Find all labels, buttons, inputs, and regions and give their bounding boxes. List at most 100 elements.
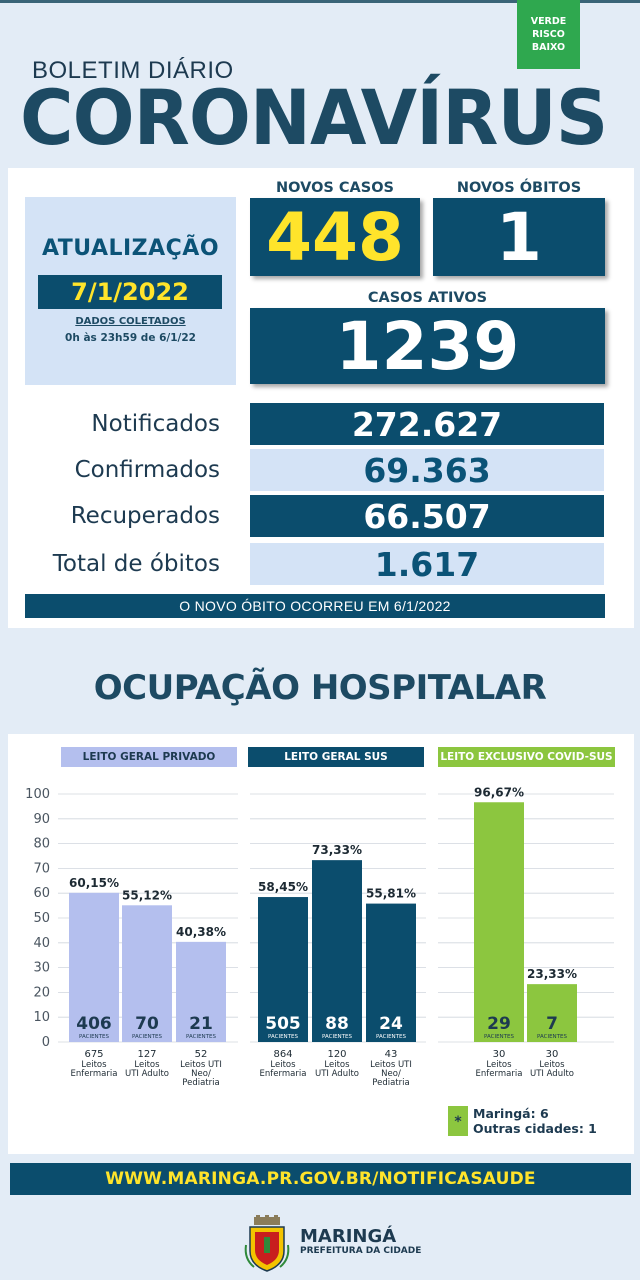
patients-count: 7: [546, 1014, 558, 1034]
occupancy-bar: [176, 941, 226, 1042]
occupancy-bar: [312, 860, 362, 1042]
percent-label: 58,45%: [258, 880, 308, 894]
bed-type-label: Neo/: [191, 1069, 211, 1079]
bed-type-label: UTI Adulto: [125, 1069, 169, 1079]
stat-value-total-deaths: 1.617: [250, 543, 604, 585]
group-header-private: LEITO GERAL PRIVADO: [61, 747, 237, 767]
bed-type-label: Leitos: [81, 1060, 107, 1070]
y-tick-label: 70: [33, 861, 50, 876]
group-header-covid-sus: LEITO EXCLUSIVO COVID-SUS: [438, 747, 615, 767]
bed-type-label: Leitos: [134, 1060, 160, 1070]
patients-count: 29: [487, 1014, 511, 1034]
stat-value-recovered: 66.507: [250, 495, 604, 537]
new-deaths-value: 1: [496, 198, 542, 276]
y-tick-label: 100: [25, 787, 50, 802]
bed-type-label: Enfermaria: [476, 1069, 523, 1079]
patients-label: PACIENTES: [268, 1034, 299, 1040]
legend-text: Maringá: 6 Outras cidades: 1: [473, 1106, 597, 1136]
stat-label-confirmed: Confirmados: [74, 457, 220, 483]
top-border: [0, 0, 640, 3]
occupancy-chart: 100908070605040302010060,15%406PACIENTES…: [25, 785, 614, 1088]
patients-label: PACIENTES: [537, 1034, 568, 1040]
percent-label: 55,81%: [366, 887, 416, 901]
risk-badge-line2: RISCO: [532, 29, 565, 40]
new-deaths-box: 1: [433, 198, 605, 276]
collected-range: 0h às 23h59 de 6/1/22: [65, 332, 196, 344]
bed-type-label: Leitos UTI: [180, 1060, 222, 1070]
percent-label: 60,15%: [69, 876, 119, 890]
bed-type-label: Leitos: [270, 1060, 296, 1070]
bed-count: 43: [385, 1049, 398, 1060]
patients-count: 505: [265, 1014, 301, 1034]
bed-count: 120: [327, 1049, 346, 1060]
collected-label: DADOS COLETADOS: [75, 316, 186, 327]
occupancy-bar: [122, 905, 172, 1042]
bed-count: 30: [493, 1049, 506, 1060]
bed-type-label: UTI Adulto: [315, 1069, 359, 1079]
y-tick-label: 0: [42, 1035, 50, 1050]
percent-label: 23,33%: [527, 967, 577, 981]
occupancy-bar: [258, 897, 308, 1042]
bed-type-label: Pediatria: [182, 1078, 219, 1088]
page-title: CORONAVÍRUS: [20, 73, 608, 162]
risk-badge-line1: VERDE: [530, 16, 567, 27]
percent-label: 96,67%: [474, 785, 524, 799]
patients-count: 70: [135, 1014, 159, 1034]
risk-badge: VERDE RISCO BAIXO: [517, 0, 580, 69]
city-coat-of-arms-icon: [244, 1215, 290, 1272]
y-tick-label: 80: [33, 837, 50, 852]
stat-label-recovered: Recuperados: [70, 503, 220, 529]
risk-badge-line3: BAIXO: [531, 42, 566, 53]
patients-count: 21: [189, 1014, 213, 1034]
y-tick-label: 90: [33, 812, 50, 827]
hospital-title: OCUPAÇÃO HOSPITALAR: [93, 668, 547, 708]
city-hall-label: PREFEITURA DA CIDADE: [300, 1246, 422, 1256]
y-tick-label: 50: [33, 911, 50, 926]
bed-type-label: Leitos: [539, 1060, 565, 1070]
patients-count: 406: [76, 1014, 112, 1034]
legend-line-maringa: Maringá: 6: [473, 1106, 549, 1121]
occupancy-bar: [474, 802, 524, 1042]
group-header-sus: LEITO GERAL SUS: [248, 747, 424, 767]
occupancy-bar: [69, 892, 119, 1042]
notification-url[interactable]: WWW.MARINGA.PR.GOV.BR/NOTIFICASAUDE: [10, 1163, 631, 1195]
bed-count: 127: [137, 1049, 156, 1060]
bed-type-label: Enfermaria: [260, 1069, 307, 1079]
bed-type-label: Leitos: [486, 1060, 512, 1070]
y-tick-label: 10: [33, 1010, 50, 1025]
stat-label-notified: Notificados: [91, 411, 220, 437]
stat-value-notified: 272.627: [250, 403, 604, 445]
percent-label: 73,33%: [312, 843, 362, 857]
bulletin-subtitle: BOLETIM DIÁRIO: [32, 57, 234, 84]
active-cases-label: CASOS ATIVOS: [367, 290, 488, 306]
patients-label: PACIENTES: [132, 1034, 163, 1040]
occupancy-bar: [527, 984, 577, 1042]
patients-label: PACIENTES: [79, 1034, 110, 1040]
update-title: ATUALIZAÇÃO: [41, 236, 220, 261]
bed-type-label: Neo/: [381, 1069, 401, 1079]
new-deaths-label: NOVOS ÓBITOS: [456, 180, 582, 196]
patients-label: PACIENTES: [376, 1034, 407, 1040]
stat-value-confirmed: 69.363: [250, 449, 604, 491]
bed-type-label: Leitos UTI: [370, 1060, 412, 1070]
occupancy-bar: [366, 903, 416, 1042]
active-cases-value: 1239: [335, 307, 520, 385]
legend-asterisk-box: *: [448, 1106, 468, 1136]
patients-label: PACIENTES: [186, 1034, 217, 1040]
bed-type-label: Leitos: [324, 1060, 350, 1070]
stat-label-total-deaths: Total de óbitos: [52, 551, 220, 577]
patients-count: 88: [325, 1014, 349, 1034]
bed-type-label: UTI Adulto: [530, 1069, 574, 1079]
city-name: MARINGÁ: [300, 1226, 397, 1247]
new-cases-label: NOVOS CASOS: [276, 180, 394, 196]
patients-label: PACIENTES: [484, 1034, 515, 1040]
bed-count: 675: [84, 1049, 103, 1060]
y-tick-label: 40: [33, 936, 50, 951]
y-tick-label: 20: [33, 985, 50, 1000]
legend-line-other-cities: Outras cidades: 1: [473, 1121, 597, 1136]
bed-count: 30: [546, 1049, 559, 1060]
update-date: 7/1/2022: [38, 275, 222, 309]
bed-type-label: Enfermaria: [71, 1069, 118, 1079]
percent-label: 40,38%: [176, 925, 226, 939]
patients-label: PACIENTES: [322, 1034, 353, 1040]
